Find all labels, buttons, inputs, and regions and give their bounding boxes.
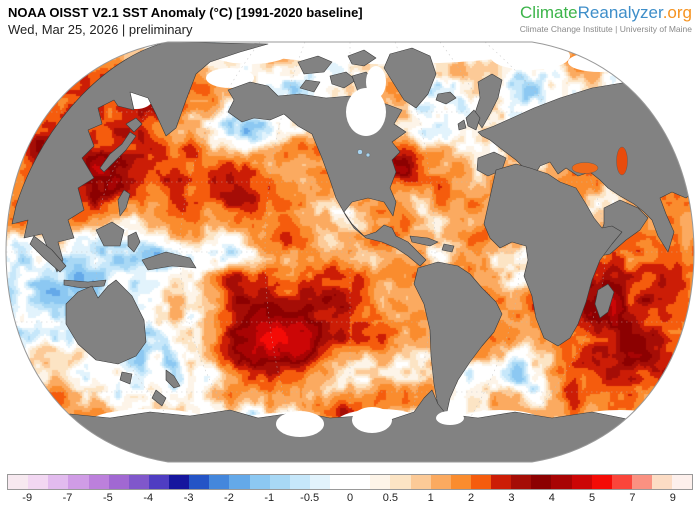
colorbar-segment — [209, 475, 230, 489]
site-logo: ClimateReanalyzer.org Climate Change Ins… — [520, 3, 692, 34]
colorbar-segment — [491, 475, 512, 489]
colorbar-segment — [249, 475, 270, 489]
colorbar-segment — [169, 475, 190, 489]
baffin-bay-ice — [366, 66, 386, 98]
colorbar-segment — [450, 475, 471, 489]
colorbar-segment — [672, 475, 693, 489]
logo-part-org: .org — [662, 3, 692, 22]
colorbar-tick-label: -4 — [143, 492, 154, 504]
colorbar-segment — [390, 475, 411, 489]
logo-tagline: Climate Change Institute | University of… — [519, 24, 692, 34]
colorbar-segment — [8, 475, 29, 489]
colorbar-segment — [28, 475, 49, 489]
ross-sea-ice — [276, 411, 324, 437]
world-map-overlay — [0, 40, 700, 470]
hudson-bay-ice — [346, 88, 386, 136]
colorbar-tick-label: -7 — [62, 492, 73, 504]
colorbar-segment — [269, 475, 290, 489]
colorbar-segment — [48, 475, 69, 489]
colorbar-tick-label: 0 — [346, 492, 354, 504]
colorbar-ticks: -9 -7 -5 -4 -3 -2 -1 -0.5 0 0.5 1 2 3 4 5 7 9 — [7, 492, 693, 506]
colorbar-segment — [531, 475, 552, 489]
colorbar-segment — [470, 475, 491, 489]
colorbar-segment — [148, 475, 169, 489]
colorbar-tick-label: 9 — [669, 492, 676, 504]
great-lake-1 — [357, 149, 363, 155]
colorbar-tick-label: 5 — [589, 492, 596, 504]
colorbar-tick-label: -5 — [102, 492, 113, 504]
black-sea — [571, 162, 599, 174]
colorbar-segment — [350, 475, 371, 489]
colorbar — [7, 474, 693, 490]
logo-part-reanalyzer: Reanalyzer — [577, 3, 663, 22]
colorbar-segment — [430, 475, 451, 489]
weddell-sea-ice — [352, 407, 392, 433]
colorbar-segment — [128, 475, 149, 489]
colorbar-tick-label: 7 — [629, 492, 636, 504]
colorbar-segment — [591, 475, 612, 489]
projection-exterior-mask — [0, 40, 700, 470]
colorbar-segment — [309, 475, 330, 489]
colorbar-segment — [571, 475, 592, 489]
sea-ice-bays — [276, 66, 464, 437]
colorbar-segment — [370, 475, 391, 489]
peninsula-ice — [436, 411, 464, 425]
colorbar-tick-label: 0.5 — [382, 492, 398, 504]
colorbar-segment — [330, 475, 351, 489]
colorbar-segment — [108, 475, 129, 489]
colorbar-tick-label: -0.5 — [300, 492, 320, 504]
great-lake-2 — [365, 152, 371, 158]
colorbar-segment — [652, 475, 673, 489]
colorbar-tick-label: 1 — [427, 492, 434, 504]
logo-part-climate: Climate — [520, 3, 578, 22]
colorbar-segment — [189, 475, 210, 489]
colorbar-segment — [229, 475, 250, 489]
colorbar-segment — [611, 475, 632, 489]
map-header: NOAA OISST V2.1 SST Anomaly (°C) [1991-2… — [8, 4, 363, 38]
colorbar-tick-label: 3 — [508, 492, 515, 504]
projection-outline — [5, 41, 695, 463]
colorbar-segment — [289, 475, 310, 489]
logo-link[interactable]: ClimateReanalyzer.org — [520, 3, 692, 22]
colorbar-segment — [68, 475, 89, 489]
colorbar-segment — [511, 475, 532, 489]
colorbar-segment — [410, 475, 431, 489]
colorbar-segment — [88, 475, 109, 489]
colorbar-tick-label: -1 — [264, 492, 275, 504]
colorbar-tick-label: -9 — [22, 492, 33, 504]
page-subtitle: Wed, Mar 25, 2026 | preliminary — [8, 22, 193, 37]
colorbar-tick-label: -3 — [183, 492, 194, 504]
page-title: NOAA OISST V2.1 SST Anomaly (°C) [1991-2… — [8, 5, 363, 20]
colorbar-segment — [551, 475, 572, 489]
inland-seas — [357, 146, 628, 176]
caspian-sea — [616, 146, 628, 176]
colorbar-tick-label: 2 — [467, 492, 475, 504]
colorbar-tick-label: 4 — [548, 492, 555, 504]
colorbar-segment — [631, 475, 652, 489]
colorbar-tick-label: -2 — [224, 492, 234, 504]
world-sst-anomaly-map — [0, 40, 700, 470]
